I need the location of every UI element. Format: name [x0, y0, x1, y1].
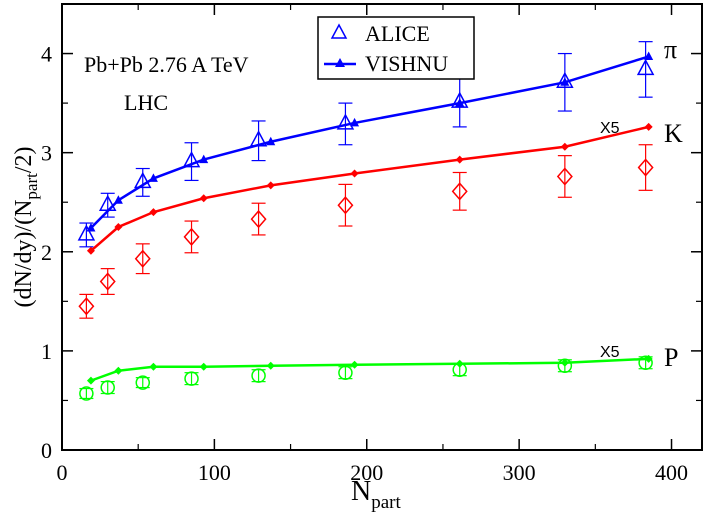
- model-point: [149, 362, 158, 371]
- series-alice-p-x5: [79, 355, 653, 401]
- model-point: [266, 136, 276, 146]
- legend-box: [317, 16, 475, 80]
- x-tick-label: 400: [655, 460, 688, 485]
- series-vishnu-p-x5: [86, 354, 653, 385]
- data-point: [638, 355, 653, 371]
- model-point: [350, 360, 359, 369]
- data-point: [338, 365, 353, 380]
- data-point: [184, 371, 199, 386]
- data-point: [134, 249, 151, 268]
- model-point: [350, 169, 359, 178]
- model-point: [644, 354, 653, 363]
- model-point: [350, 117, 360, 127]
- data-point: [99, 272, 116, 291]
- y-axis-title: (dN/dy)/(Npart/2): [11, 146, 41, 307]
- x-tick-label: 300: [503, 460, 536, 485]
- label-pi: π: [664, 35, 677, 64]
- plot-frame: [61, 3, 703, 451]
- model-point: [455, 98, 465, 107]
- data-point: [451, 182, 468, 201]
- model-point: [199, 362, 208, 371]
- annotation-system: Pb+Pb 2.76 A TeV: [84, 52, 249, 77]
- data-point: [183, 227, 200, 247]
- model-point: [199, 194, 208, 203]
- model-point: [148, 173, 158, 182]
- y-tick-label: 2: [41, 240, 52, 265]
- series-layer: [77, 41, 655, 401]
- model-point: [455, 359, 464, 368]
- x-tick-label: 100: [198, 460, 231, 485]
- data-point: [251, 368, 266, 383]
- data-point: [637, 158, 654, 177]
- model-point: [114, 366, 123, 375]
- legend-alice-marker: [330, 23, 348, 39]
- model-point: [455, 155, 464, 164]
- model-point: [644, 51, 654, 61]
- model-point: [86, 246, 95, 255]
- series-alice-k-x5: [78, 144, 654, 319]
- model-point: [86, 376, 95, 385]
- data-point: [636, 58, 655, 76]
- model-point: [149, 208, 158, 217]
- legend-vishnu-marker: [335, 58, 345, 67]
- model-point: [113, 195, 123, 204]
- data-point: [450, 91, 469, 108]
- axis-ticks: 0 100 200 300 400 0 1 2 3 4: [41, 4, 702, 485]
- label-k: K: [664, 119, 683, 148]
- x-tick-label: 200: [350, 460, 383, 485]
- series-vishnu-k-x5: [86, 122, 653, 255]
- data-point: [100, 380, 115, 395]
- legend: ALICE VISHNU: [317, 16, 475, 80]
- data-point: [336, 113, 355, 130]
- x-axis-title: Npart: [351, 476, 401, 513]
- model-point: [266, 361, 275, 370]
- model-point: [560, 358, 569, 367]
- scale-k-label: X5: [600, 120, 620, 137]
- data-point: [77, 224, 96, 241]
- data-point: [79, 386, 94, 401]
- y-tick-label: 1: [41, 339, 52, 364]
- data-point: [182, 150, 201, 168]
- legend-alice-label: ALICE: [365, 21, 430, 46]
- model-point: [560, 142, 569, 151]
- model-point: [86, 222, 96, 232]
- series-vishnu-pi: [86, 51, 654, 232]
- data-point: [250, 209, 267, 229]
- model-point: [199, 154, 209, 164]
- data-point: [135, 375, 151, 390]
- label-p: P: [664, 343, 678, 372]
- data-point: [556, 167, 573, 186]
- x-tick-label: 0: [57, 460, 68, 485]
- model-point: [266, 181, 275, 190]
- y-tick-label: 0: [41, 438, 52, 463]
- model-point: [560, 77, 570, 86]
- y-tick-label: 3: [41, 141, 52, 166]
- model-point: [114, 223, 123, 231]
- data-point: [337, 196, 354, 215]
- scale-p-label: X5: [600, 344, 620, 361]
- data-point: [134, 171, 152, 189]
- data-point: [78, 297, 95, 316]
- y-tick-label: 4: [41, 42, 52, 67]
- legend-vishnu-label: VISHNU: [365, 51, 448, 76]
- model-point: [644, 122, 653, 131]
- annotation-collider: LHC: [124, 90, 168, 115]
